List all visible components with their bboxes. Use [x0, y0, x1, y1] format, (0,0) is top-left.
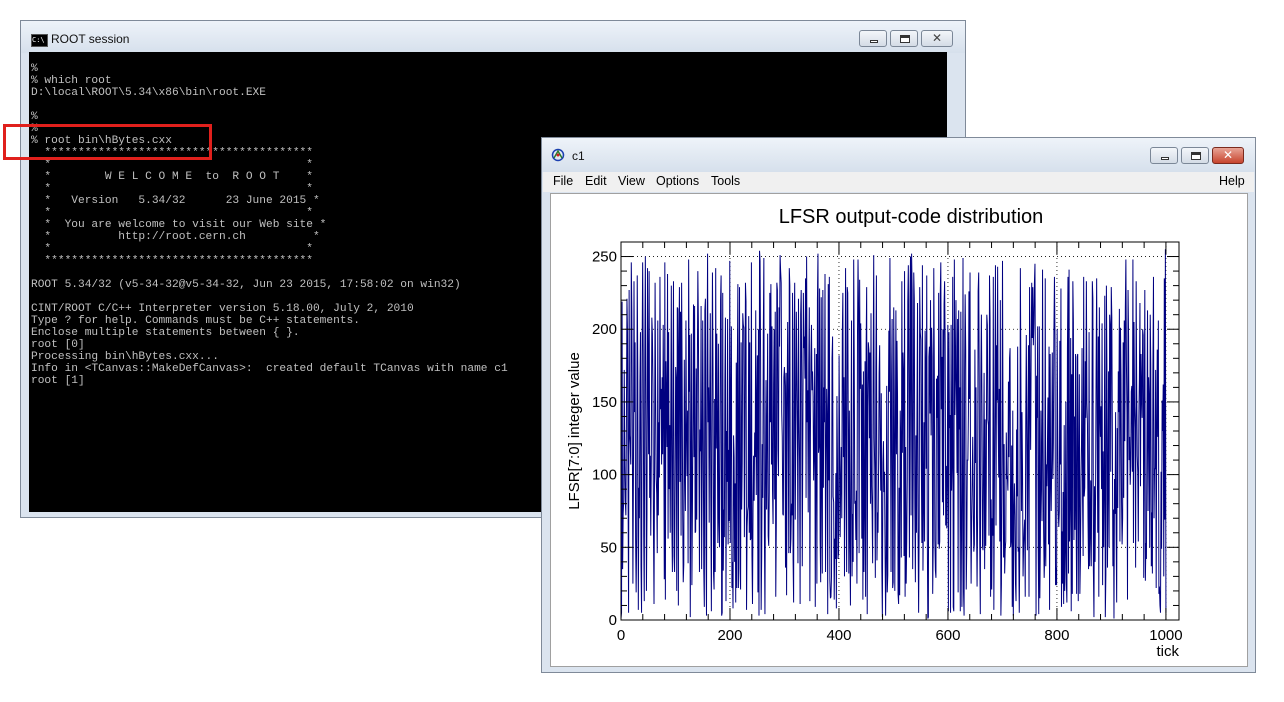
canvas-window-controls: ✕ — [1150, 147, 1244, 164]
close-icon: ✕ — [1222, 148, 1234, 162]
console-line: Enclose multiple statements between { }. — [31, 327, 300, 339]
console-line — [31, 99, 508, 111]
y-axis-title: LFSR[7:0] integer value — [566, 352, 583, 510]
menu-help[interactable]: Help — [1219, 174, 1245, 188]
console-line: * * — [31, 243, 313, 255]
console-line: * W E L C O M E to R O O T * — [31, 171, 313, 183]
y-tick-label: 100 — [592, 467, 617, 484]
close-icon: ✕ — [931, 31, 943, 45]
highlight-box — [3, 124, 212, 160]
menu-edit[interactable]: Edit — [585, 174, 607, 188]
y-tick-label: 50 — [600, 539, 617, 556]
menu-file[interactable]: File — [553, 174, 574, 188]
plot-canvas[interactable]: LFSR output-code distribution 0 50 100 1… — [550, 193, 1248, 667]
x-tick-label: 0 — [617, 627, 625, 644]
console-window-title: ROOT session — [51, 32, 130, 46]
x-tick-label: 200 — [717, 627, 742, 644]
console-text: %% which root D:\local\ROOT\5.34\x86\bin\… — [31, 63, 508, 387]
console-line: * * — [31, 207, 313, 219]
console-line: * http://root.cern.ch * — [31, 231, 320, 243]
console-line: Info in <TCanvas::MakeDefCanvas>: create… — [31, 363, 508, 375]
console-line: % — [31, 123, 38, 135]
x-tick-label: 800 — [1044, 627, 1069, 644]
x-axis-labels: 0 200 400 600 800 1000 — [617, 627, 1183, 644]
y-tick-label: 0 — [609, 612, 617, 629]
console-line: % which root — [31, 75, 112, 87]
console-line: CINT/ROOT C/C++ Interpreter version 5.18… — [31, 303, 414, 315]
console-minimize-button[interactable] — [859, 30, 887, 47]
console-icon: C:\ — [31, 34, 48, 47]
canvas-window-title: c1 — [572, 149, 585, 163]
root-icon — [551, 148, 565, 162]
menu-view[interactable]: View — [618, 174, 645, 188]
y-tick-label: 200 — [592, 321, 617, 338]
series-line — [620, 249, 1167, 619]
menu-tools[interactable]: Tools — [711, 174, 741, 188]
console-title-bar[interactable]: C:\ ROOT session ✕ — [21, 21, 965, 53]
minimize-icon — [870, 40, 878, 43]
console-window-controls: ✕ — [859, 30, 953, 47]
axis-ticks — [620, 241, 1179, 621]
console-line: Processing bin\hBytes.cxx... — [31, 351, 219, 363]
console-line: D:\local\ROOT\5.34\x86\bin\root.EXE — [31, 87, 266, 99]
canvas-close-button[interactable]: ✕ — [1212, 147, 1244, 164]
console-line: Type ? for help. Commands must be C++ st… — [31, 315, 360, 327]
maximize-icon — [900, 35, 910, 43]
canvas-minimize-button[interactable] — [1150, 147, 1178, 164]
maximize-icon — [1191, 152, 1201, 160]
console-line: root [1] — [31, 375, 85, 387]
console-line: ROOT 5.34/32 (v5-34-32@v5-34-32, Jun 23 … — [31, 279, 461, 291]
y-tick-label: 150 — [592, 394, 617, 411]
x-tick-label: 400 — [826, 627, 851, 644]
console-line — [31, 267, 508, 279]
chart-title: LFSR output-code distribution — [779, 206, 1044, 228]
x-axis-title: tick — [1157, 643, 1180, 660]
console-line: * You are welcome to visit our Web site … — [31, 219, 327, 231]
console-line: % — [31, 111, 38, 123]
minimize-icon — [1161, 157, 1169, 160]
console-line: * * — [31, 159, 313, 171]
x-tick-label: 1000 — [1149, 627, 1182, 644]
console-maximize-button[interactable] — [890, 30, 918, 47]
x-tick-label: 600 — [935, 627, 960, 644]
chart-svg: LFSR output-code distribution 0 50 100 1… — [566, 206, 1183, 660]
console-close-button[interactable]: ✕ — [921, 30, 953, 47]
canvas-window[interactable]: c1 ✕ File Edit View Options Tools Help L… — [541, 137, 1256, 673]
console-line: root [0] — [31, 339, 85, 351]
console-line: * * — [31, 183, 313, 195]
canvas-title-bar[interactable]: c1 ✕ — [542, 138, 1255, 172]
console-line — [31, 291, 508, 303]
y-axis-labels: 0 50 100 150 200 250 — [592, 249, 617, 629]
console-line: **************************************** — [31, 255, 313, 267]
menu-bar: File Edit View Options Tools Help — [543, 172, 1254, 192]
console-line: **************************************** — [31, 147, 313, 159]
console-line: % root bin\hBytes.cxx — [31, 135, 172, 147]
console-line: * Version 5.34/32 23 June 2015 * — [31, 195, 320, 207]
canvas-maximize-button[interactable] — [1181, 147, 1209, 164]
console-line: % — [31, 63, 38, 75]
y-tick-label: 250 — [592, 249, 617, 266]
menu-options[interactable]: Options — [656, 174, 700, 188]
